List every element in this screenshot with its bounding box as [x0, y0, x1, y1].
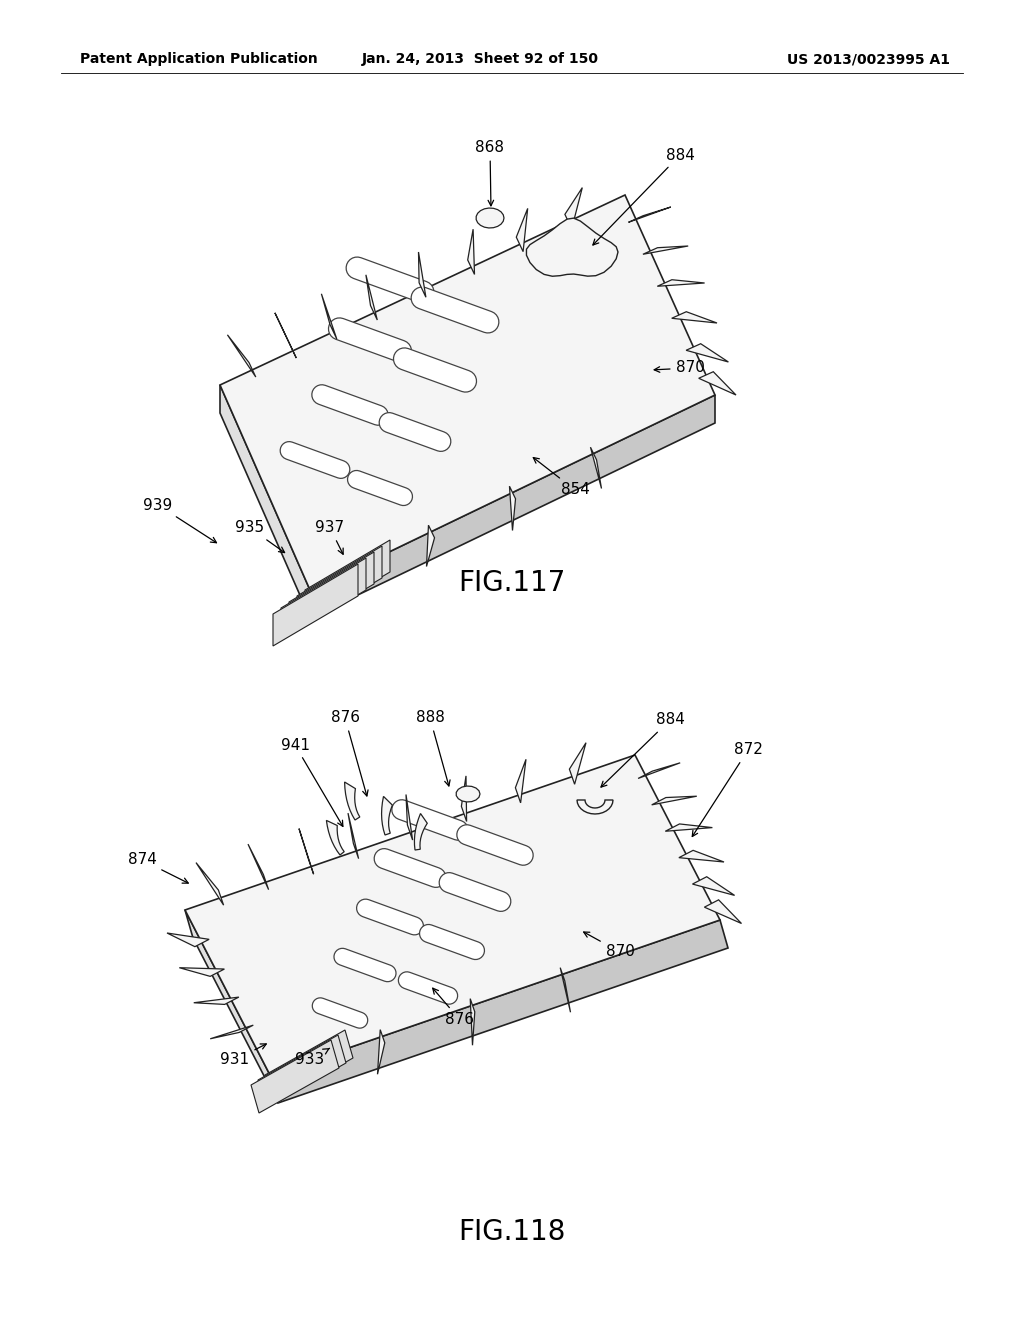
Polygon shape — [194, 997, 239, 1005]
Polygon shape — [698, 372, 736, 395]
Polygon shape — [705, 900, 741, 924]
Polygon shape — [305, 540, 390, 622]
Polygon shape — [196, 862, 223, 906]
Polygon shape — [393, 348, 476, 392]
Polygon shape — [379, 413, 451, 451]
Polygon shape — [468, 230, 474, 275]
Polygon shape — [692, 876, 734, 895]
Polygon shape — [629, 207, 671, 222]
Polygon shape — [167, 933, 209, 946]
Polygon shape — [270, 920, 728, 1104]
Text: 870: 870 — [654, 360, 705, 375]
Polygon shape — [265, 1030, 353, 1104]
Polygon shape — [526, 218, 618, 276]
Polygon shape — [470, 999, 475, 1045]
Polygon shape — [258, 1035, 346, 1107]
Text: 939: 939 — [143, 498, 216, 543]
Text: 870: 870 — [584, 932, 635, 960]
Polygon shape — [560, 968, 570, 1012]
Polygon shape — [248, 843, 268, 890]
Polygon shape — [329, 318, 412, 362]
Text: 872: 872 — [692, 742, 763, 837]
Polygon shape — [657, 280, 705, 286]
Polygon shape — [638, 763, 680, 779]
Polygon shape — [420, 924, 484, 960]
Text: US 2013/0023995 A1: US 2013/0023995 A1 — [787, 53, 950, 66]
Polygon shape — [289, 552, 374, 634]
Polygon shape — [327, 821, 344, 855]
Text: 931: 931 — [220, 1044, 266, 1068]
Text: 935: 935 — [236, 520, 285, 553]
Text: FIG.118: FIG.118 — [459, 1217, 565, 1246]
Polygon shape — [565, 187, 583, 228]
Text: Jan. 24, 2013  Sheet 92 of 150: Jan. 24, 2013 Sheet 92 of 150 — [361, 53, 598, 66]
Text: 868: 868 — [475, 140, 505, 206]
Text: 876: 876 — [331, 710, 368, 796]
Polygon shape — [322, 294, 337, 339]
Polygon shape — [510, 486, 515, 531]
Polygon shape — [398, 972, 458, 1005]
Text: 884: 884 — [601, 713, 684, 787]
Polygon shape — [281, 558, 366, 640]
Text: 876: 876 — [433, 989, 474, 1027]
Text: 888: 888 — [416, 710, 451, 785]
Polygon shape — [227, 335, 256, 378]
Polygon shape — [577, 800, 613, 814]
Polygon shape — [347, 470, 413, 506]
Polygon shape — [686, 343, 728, 362]
Polygon shape — [412, 286, 499, 333]
Polygon shape — [310, 395, 715, 618]
Polygon shape — [273, 564, 358, 645]
Polygon shape — [382, 796, 392, 836]
Polygon shape — [462, 776, 467, 821]
Polygon shape — [378, 1030, 385, 1074]
Polygon shape — [345, 781, 359, 820]
Polygon shape — [185, 755, 720, 1074]
Polygon shape — [220, 385, 310, 618]
Polygon shape — [334, 948, 396, 982]
Polygon shape — [281, 442, 350, 478]
Text: 941: 941 — [281, 738, 343, 826]
Polygon shape — [374, 849, 445, 887]
Polygon shape — [457, 785, 480, 803]
Text: 874: 874 — [128, 853, 188, 883]
Polygon shape — [297, 546, 382, 628]
Polygon shape — [348, 813, 358, 859]
Text: 937: 937 — [315, 520, 344, 554]
Polygon shape — [457, 825, 534, 865]
Text: Patent Application Publication: Patent Application Publication — [80, 53, 317, 66]
Polygon shape — [185, 909, 278, 1104]
Polygon shape — [415, 813, 427, 850]
Polygon shape — [366, 275, 377, 319]
Polygon shape — [392, 800, 468, 841]
Text: 884: 884 — [593, 148, 694, 246]
Polygon shape — [591, 447, 601, 488]
Text: 854: 854 — [534, 458, 590, 498]
Polygon shape — [651, 796, 696, 805]
Polygon shape — [515, 759, 526, 803]
Polygon shape — [210, 1026, 253, 1039]
Polygon shape — [672, 312, 717, 323]
Text: 933: 933 — [295, 1048, 330, 1068]
Polygon shape — [346, 257, 434, 302]
Polygon shape — [427, 525, 434, 566]
Polygon shape — [419, 252, 426, 297]
Polygon shape — [274, 313, 296, 358]
Polygon shape — [299, 829, 313, 874]
Polygon shape — [312, 998, 368, 1028]
Polygon shape — [179, 968, 224, 977]
Polygon shape — [476, 209, 504, 228]
Polygon shape — [406, 795, 413, 840]
Polygon shape — [439, 873, 511, 911]
Polygon shape — [251, 1040, 339, 1113]
Polygon shape — [356, 899, 423, 935]
Polygon shape — [220, 195, 715, 590]
Polygon shape — [312, 384, 388, 425]
Polygon shape — [643, 246, 688, 255]
Polygon shape — [666, 824, 713, 832]
Polygon shape — [516, 209, 527, 252]
Polygon shape — [569, 743, 586, 784]
Text: FIG.117: FIG.117 — [459, 569, 565, 598]
Polygon shape — [679, 850, 724, 862]
